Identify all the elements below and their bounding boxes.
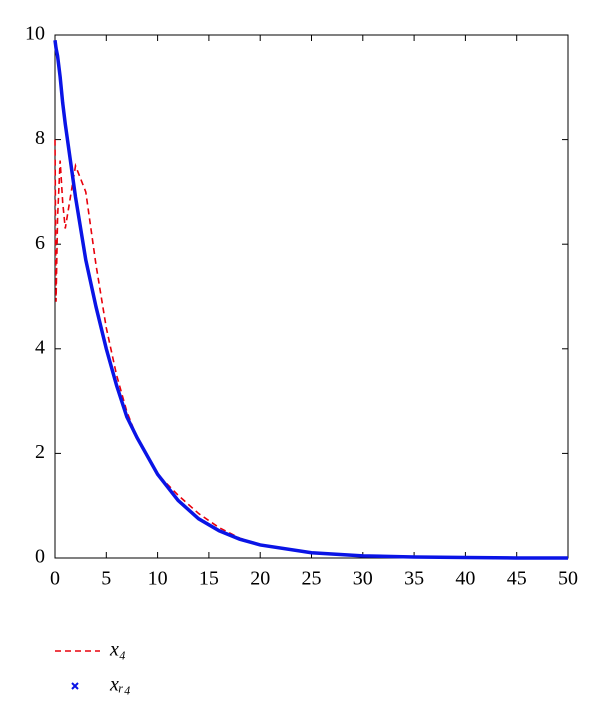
x-tick-label: 10	[148, 568, 168, 590]
y-tick-label: 4	[35, 336, 45, 358]
series-line	[54, 139, 568, 559]
x-tick-label: 20	[250, 568, 270, 590]
x-tick-label: 15	[199, 568, 219, 590]
x-tick-label: 25	[302, 568, 322, 590]
y-tick-label: 8	[35, 127, 45, 149]
y-tick-label: 0	[35, 546, 45, 568]
x-tick-label: 5	[101, 568, 111, 590]
x-tick-label: 50	[558, 568, 578, 590]
legend-swatch	[71, 682, 79, 690]
y-tick-label: 6	[35, 232, 45, 254]
x-tick-label: 45	[507, 568, 527, 590]
x-tick-label: 0	[50, 568, 60, 590]
legend-label: x₄	[109, 639, 126, 661]
y-tick-label: 2	[35, 441, 45, 463]
x-tick-label: 40	[455, 568, 475, 590]
x-tick-label: 30	[353, 568, 373, 590]
x-tick-label: 35	[404, 568, 424, 590]
y-tick-label: 10	[25, 23, 45, 45]
legend-label: xᵣ₄	[109, 674, 131, 696]
series-line	[53, 40, 568, 560]
plot-frame	[54, 34, 569, 559]
